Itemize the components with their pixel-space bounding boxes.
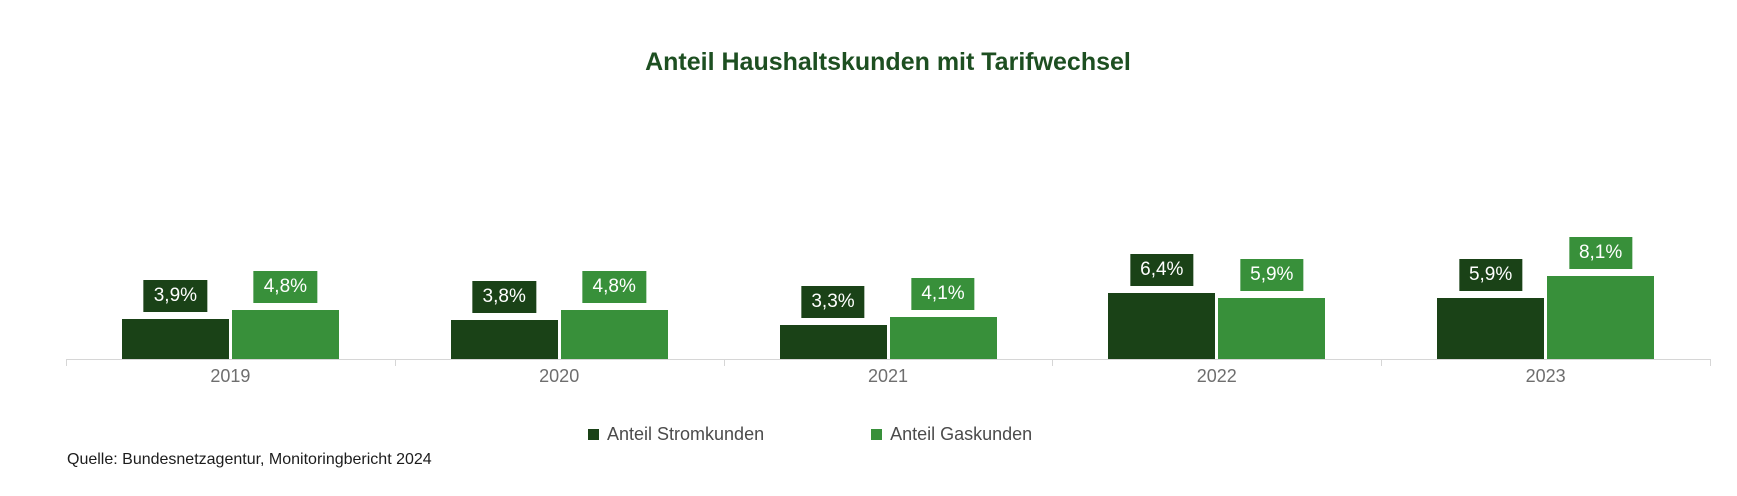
legend-label-gas: Anteil Gaskunden [890,424,1033,444]
x-tick-label-2019: 2019 [210,366,251,386]
x-axis-tick-mark [1052,359,1053,366]
bar-strom-2019[interactable] [121,319,229,359]
x-axis-line [66,359,1711,360]
bar-strom-2020[interactable] [450,320,558,359]
x-axis-tick-mark [395,359,396,366]
bar-strom-2021[interactable] [779,325,887,359]
bar-value-label-gas-2023: 8,1% [1568,237,1633,269]
bar-value-label-gas-2021: 4,1% [911,278,975,310]
bar-value-label-strom-2021: 3,3% [801,286,865,318]
legend-swatch-strom-icon [588,429,599,440]
bar-gas-2019[interactable] [231,310,339,359]
bar-value-label-gas-2020: 4,8% [582,271,646,303]
chart-title: Anteil Haushaltskunden mit Tarifwechsel [645,48,1131,76]
bar-value-label-strom-2019: 3,9% [143,280,208,312]
x-axis-tick-mark [1710,359,1711,366]
x-axis-tick-mark [724,359,725,366]
bar-value-label-gas-2019: 4,8% [253,271,318,303]
bar-value-label-gas-2022: 5,9% [1240,259,1304,291]
x-tick-label-2023: 2023 [1525,366,1566,386]
x-tick-label-2020: 2020 [539,366,580,386]
legend-item-gaskunden: Anteil Gaskunden [871,424,1032,445]
plot-area: 3,9% 4,8% 3,8% 4,8% 3,3% 4,1% 6,4% 5,9% 5,9% 8,1% [66,0,1710,359]
x-tick-label-2022: 2022 [1196,366,1237,386]
x-axis-tick-mark [1381,359,1382,366]
chart-legend: Anteil Stromkunden Anteil Gaskunden [588,424,1032,445]
bar-gas-2022[interactable] [1218,298,1326,359]
legend-swatch-gas-icon [871,429,883,440]
x-axis-tick-mark [66,359,67,366]
bar-strom-2022[interactable] [1108,293,1216,359]
bar-gas-2021[interactable] [889,317,997,359]
source-attribution: Quelle: Bundesnetzagentur, Monitoringber… [67,451,432,468]
x-tick-label-2021: 2021 [867,366,909,386]
bar-gas-2023[interactable] [1547,276,1655,359]
legend-item-stromkunden: Anteil Stromkunden [588,424,764,445]
bar-value-label-strom-2022: 6,4% [1130,254,1194,286]
bar-value-label-strom-2020: 3,8% [472,281,536,313]
bar-value-label-strom-2023: 5,9% [1458,259,1523,291]
bar-strom-2023[interactable] [1437,298,1545,359]
bar-gas-2020[interactable] [560,310,668,359]
legend-label-strom: Anteil Stromkunden [607,424,765,444]
x-axis-labels: 2019 2020 2021 2022 2023 [66,366,1710,390]
